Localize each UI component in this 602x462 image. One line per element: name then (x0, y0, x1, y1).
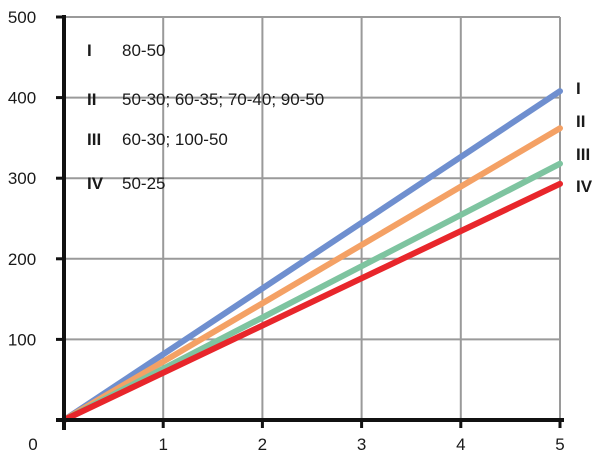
legend: I 80-50 II 50-30; 60-35; 70-40; 90-50 III 60-… (87, 41, 324, 193)
legend-label-ii: 50-30; 60-35; 70-40; 90-50 (122, 90, 324, 109)
origin-label: 0 (28, 435, 37, 454)
legend-label-i: 80-50 (122, 41, 165, 60)
series-end-label-iv: IV (576, 177, 593, 196)
series-line-i (61, 88, 563, 423)
series-end-label-ii: II (576, 112, 585, 131)
x-tick-label: 5 (555, 435, 564, 454)
x-tick-label: 2 (258, 435, 267, 454)
legend-key-iii: III (87, 130, 101, 149)
series-line-ii (61, 125, 563, 423)
y-tick-label: 500 (8, 8, 36, 27)
series-line-iv (61, 180, 563, 423)
legend-label-iii: 60-30; 100-50 (122, 130, 228, 149)
x-tick-label: 3 (357, 435, 366, 454)
y-tick-label: 200 (8, 250, 36, 269)
grid-lines (64, 16, 561, 420)
axes (56, 15, 564, 430)
y-tick-label: 400 (8, 89, 36, 108)
x-tick-label: 1 (158, 435, 167, 454)
legend-key-i: I (87, 41, 92, 60)
legend-key-ii: II (87, 90, 96, 109)
series-line-iii (61, 160, 563, 423)
series-lines (61, 88, 563, 423)
legend-key-iv: IV (87, 174, 104, 193)
series-end-label-i: I (576, 79, 581, 98)
y-tick-label: 100 (8, 330, 36, 349)
legend-label-iv: 50-25 (122, 174, 165, 193)
x-tick-label: 4 (456, 435, 465, 454)
tick-labels: 100 200 300 400 500 1 2 3 4 5 0 (8, 8, 565, 454)
y-tick-label: 300 (8, 169, 36, 188)
series-end-label-iii: III (576, 145, 590, 164)
